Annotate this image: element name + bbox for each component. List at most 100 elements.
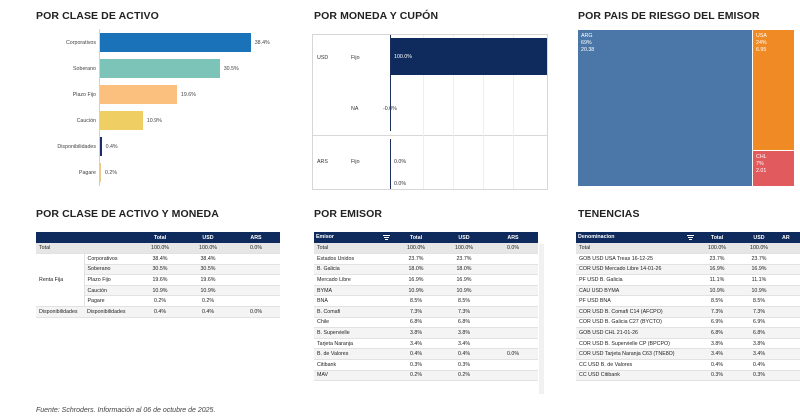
th-emisor[interactable]: Emisor [314, 232, 392, 243]
filter-icon[interactable] [383, 235, 390, 241]
treemap-arg-value: 20.38 [581, 47, 595, 53]
cell-usd: 30.5% [184, 264, 232, 276]
table-row[interactable]: COR USD B. Galicia C27 (BYCTO) 6.9% 6.9% [576, 317, 800, 329]
cell-usd: 38.4% [184, 253, 232, 265]
th-ars[interactable]: AR [780, 232, 800, 243]
cell-total: 3.8% [392, 327, 440, 339]
cell-name: BYMA [314, 285, 392, 297]
group-label-ars: ARS [317, 159, 328, 165]
table-row[interactable]: B. Supervielle 3.8% 3.8% [314, 327, 538, 339]
cell-ars [488, 327, 538, 339]
table-row[interactable]: PF USD B. Galicia 11.1% 11.1% [576, 274, 800, 286]
th-ars[interactable]: ARS [488, 232, 538, 243]
treemap-arg-name: ARG [581, 33, 593, 39]
cell-ars [780, 306, 800, 318]
cell-sub: Disponibilidades [84, 306, 136, 318]
table-row[interactable]: PF USD BNA 8.5% 8.5% [576, 295, 800, 308]
cell-usd: 10.9% [738, 285, 780, 297]
table-row[interactable]: B. de Valores 0.4% 0.4% 0.0% [314, 348, 538, 361]
th-usd[interactable]: USD [738, 232, 780, 243]
table-row[interactable]: COR USD B. Supervielle CP (BPCPO) 3.8% 3.8… [576, 338, 800, 350]
treemap-cell-arg[interactable]: ARG 69% 20.38 [578, 30, 752, 186]
table-row[interactable]: Mercado Libre 16.9% 16.9% [314, 274, 538, 286]
cell-name: B. Galicia [314, 264, 392, 276]
title-tenencias: TENENCIAS [578, 208, 640, 220]
th-grupo [36, 232, 84, 243]
table-row[interactable]: COR USD B. Comafi C14 (AFCPO) 7.3% 7.3% [576, 306, 800, 318]
table-row[interactable]: Tarjeta Naranja 3.4% 3.4% [314, 338, 538, 350]
bar-disponibilidades[interactable] [100, 137, 102, 156]
cell-usd: 0.4% [184, 306, 232, 318]
table-tenencias-wrap[interactable]: Denominacion Total USD AR Total 100.0% 100… [576, 232, 800, 396]
th-usd[interactable]: USD [184, 232, 232, 243]
cell-usd: 3.4% [440, 338, 488, 350]
data-label: 10.9% [146, 117, 162, 124]
bar-pagare[interactable] [100, 163, 101, 182]
cell-usd: 23.7% [738, 253, 780, 265]
table-row[interactable]: CC USD B. de Valores 0.4% 0.4% [576, 359, 800, 371]
cell-total: 100.0% [136, 243, 184, 255]
table-emisor-wrap[interactable]: Emisor Total USD ARS Total 100.0% 100.0% 0.… [314, 232, 544, 396]
th-ars[interactable]: ARS [232, 232, 280, 243]
table-row[interactable]: B. Galicia 18.0% 18.0% [314, 264, 538, 276]
cell-usd: 23.7% [440, 253, 488, 265]
cell-total: 10.9% [696, 285, 738, 297]
table-row[interactable]: GOB USD USA Treas 16-12-25 23.7% 23.7% [576, 253, 800, 265]
th-total[interactable]: Total [696, 232, 738, 243]
bar-soberano[interactable] [100, 59, 220, 78]
table-row: Pagare 0.2% 0.2% [36, 295, 280, 308]
cell-total: 3.4% [392, 338, 440, 350]
data-label: 38.4% [254, 39, 270, 46]
table-row[interactable]: BNA 8.5% 8.5% [314, 295, 538, 308]
cell-usd: 8.5% [738, 295, 780, 308]
cell-total: 10.9% [392, 285, 440, 297]
cell-name: Citibank [314, 359, 392, 371]
cat-label-ars-fijo: Fijo [351, 159, 360, 165]
cell-name: B. de Valores [314, 348, 392, 361]
table-row: Soberano 30.5% 30.5% [36, 264, 280, 276]
bar-plazofijo[interactable] [100, 85, 177, 104]
bar-caucin[interactable] [100, 111, 143, 130]
data-label: 19.6% [180, 91, 196, 98]
cell-ars: 0.0% [232, 243, 280, 255]
table-row[interactable]: CAU USD BYMA 10.9% 10.9% [576, 285, 800, 297]
th-total[interactable]: Total [392, 232, 440, 243]
filter-icon[interactable] [687, 235, 694, 241]
th-usd[interactable]: USD [440, 232, 488, 243]
group-label-usd: USD [317, 55, 329, 61]
treemap-cell-chl[interactable]: CHL 7% 2.01 [753, 151, 794, 186]
cell-ars: 0.0% [488, 243, 538, 255]
table-row[interactable]: Estados Unidos 23.7% 23.7% [314, 253, 538, 265]
table-row-total[interactable]: Total 100.0% 100.0% [576, 243, 800, 255]
cell-name: PF USD BNA [576, 295, 696, 308]
table-row[interactable]: Chile 6.8% 6.8% [314, 317, 538, 329]
cell-total: 6.8% [696, 327, 738, 339]
cell-name: CAU USD BYMA [576, 285, 696, 297]
th-total[interactable]: Total [136, 232, 184, 243]
bar-corporativos[interactable] [100, 33, 251, 52]
table-row[interactable]: BYMA 10.9% 10.9% [314, 285, 538, 297]
table-row[interactable]: B. Comafi 7.3% 7.3% [314, 306, 538, 318]
cell-sub: Pagare [84, 295, 136, 308]
cell-usd: 16.9% [738, 264, 780, 276]
cell-name: PF USD B. Galicia [576, 274, 696, 286]
th-denominacion[interactable]: Denominacion [576, 232, 696, 243]
cell-total: 38.4% [136, 253, 184, 265]
scrollbar-emisor[interactable] [539, 244, 544, 394]
data-label: 0.4% [105, 143, 118, 150]
treemap-cell-usa[interactable]: USA 24% 6.95 [753, 30, 794, 150]
table-row[interactable]: GOB USD CHL 21-01-26 6.8% 6.8% [576, 327, 800, 339]
cell-total: 3.8% [696, 338, 738, 350]
table-row[interactable]: Citibank 0.3% 0.3% [314, 359, 538, 371]
table-row: Disponibilidades Disponibilidades 0.4% 0… [36, 306, 280, 318]
table-row[interactable]: COR USD Tarjeta Naranja C63 (TNE8O) 3.4% 3… [576, 348, 800, 361]
table-row[interactable]: COR USD Mercado Libre 14-01-26 16.9% 16.9% [576, 264, 800, 276]
table-row[interactable]: MAV 0.2% 0.2% [314, 370, 538, 382]
cell-usd: 6.8% [440, 317, 488, 329]
title-por-emisor: POR EMISOR [314, 208, 383, 220]
cell-total: 6.9% [696, 317, 738, 329]
table-row-total[interactable]: Total 100.0% 100.0% 0.0% [314, 243, 538, 255]
cell-ars [488, 274, 538, 286]
table-row[interactable]: CC USD Citibank 0.3% 0.3% [576, 370, 800, 382]
cell-name: COR USD Tarjeta Naranja C63 (TNE8O) [576, 348, 696, 361]
